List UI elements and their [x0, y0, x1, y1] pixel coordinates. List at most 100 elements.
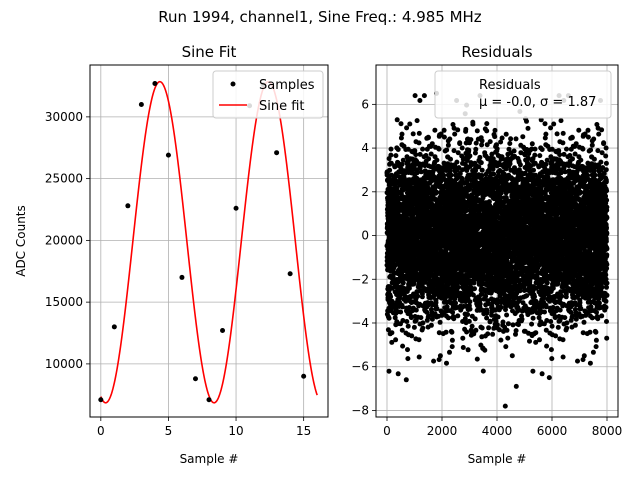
residual-point: [437, 353, 443, 359]
residual-point: [445, 315, 451, 321]
residual-point: [505, 321, 511, 327]
residual-point: [430, 169, 436, 175]
residual-point: [389, 172, 395, 178]
residual-point: [418, 315, 424, 321]
residual-point: [517, 162, 523, 168]
residual-point: [448, 156, 453, 162]
residual-point: [465, 347, 471, 353]
residual-point: [432, 127, 438, 133]
residual-point: [464, 329, 470, 335]
residual-point: [414, 118, 420, 124]
residual-point: [421, 93, 427, 99]
residual-point: [505, 335, 511, 341]
residual-point: [444, 147, 450, 153]
residual-point: [399, 131, 405, 137]
residual-point: [513, 136, 519, 142]
residual-point: [395, 147, 401, 152]
sample-point: [98, 397, 104, 403]
residual-point: [448, 172, 454, 178]
residual-point: [441, 127, 447, 133]
sine-fit-ytick-label: 25000: [45, 172, 83, 186]
residual-point: [484, 121, 490, 127]
residual-point: [504, 327, 510, 333]
residual-point: [455, 313, 461, 319]
residual-point: [447, 136, 453, 142]
residual-point: [387, 167, 393, 173]
sample-point: [287, 271, 293, 277]
residual-point: [511, 148, 517, 154]
residual-point: [474, 356, 480, 362]
sample-point: [206, 397, 212, 403]
figure-suptitle: Run 1994, channel1, Sine Freq.: 4.985 MH…: [158, 8, 482, 26]
residual-point: [436, 146, 442, 152]
residual-point: [410, 131, 416, 137]
residual-point: [494, 322, 500, 328]
residual-point: [399, 162, 405, 167]
legend-samples-marker: [230, 81, 236, 87]
residual-point: [500, 319, 506, 325]
residual-point: [455, 284, 461, 290]
residual-point: [416, 337, 422, 343]
residual-point: [417, 151, 423, 157]
residual-point: [455, 127, 461, 133]
residual-point: [452, 131, 458, 137]
residual-point: [459, 145, 465, 151]
residual-point: [389, 330, 395, 336]
sine-fit-legend: Samples Sine fit: [212, 70, 324, 119]
residual-point: [450, 309, 456, 315]
sample-point: [111, 324, 117, 330]
residual-point: [434, 157, 440, 163]
residual-point: [479, 173, 485, 178]
residual-point: [449, 344, 455, 350]
sine-fit-ylabel: ADC Counts: [14, 205, 28, 277]
residual-point: [413, 152, 419, 158]
residual-point: [479, 325, 485, 331]
residual-point: [409, 333, 415, 339]
residual-point: [472, 286, 477, 292]
residual-point: [507, 141, 513, 146]
residual-point: [392, 164, 398, 170]
residual-point: [388, 146, 394, 152]
sine-fit-ytick-label: 30000: [45, 110, 83, 124]
residual-point: [420, 325, 426, 331]
residual-point: [519, 316, 525, 322]
residual-point: [492, 134, 498, 140]
residual-point: [425, 135, 431, 141]
sample-point: [179, 274, 185, 280]
sine-fit-ytick-label: 10000: [45, 357, 83, 371]
residual-point: [454, 159, 460, 165]
residual-point: [509, 353, 515, 359]
residual-point: [389, 339, 395, 345]
residual-point: [419, 291, 425, 297]
residual-point: [467, 306, 473, 312]
sine-fit-line: [100, 80, 318, 404]
residual-point: [414, 170, 420, 176]
residual-point: [412, 93, 418, 99]
residual-point: [504, 312, 510, 318]
residual-point: [415, 293, 421, 299]
residual-point: [386, 368, 392, 374]
residual-point: [400, 343, 406, 349]
residual-point: [413, 307, 419, 313]
sine-fit-axes-frame: [89, 64, 329, 418]
residual-point: [428, 151, 434, 157]
legend-samples-label: Samples: [259, 78, 315, 93]
residual-point: [420, 146, 426, 152]
residual-point: [445, 142, 451, 148]
residual-point: [503, 131, 509, 137]
residual-point: [443, 329, 449, 335]
residual-point: [416, 130, 422, 136]
residual-point: [466, 318, 472, 324]
residual-point: [429, 141, 435, 147]
residual-point: [457, 140, 463, 146]
residual-point: [510, 322, 516, 328]
sample-point: [152, 81, 158, 87]
residual-point: [408, 294, 414, 300]
residual-point: [388, 160, 394, 166]
residual-point: [385, 327, 391, 333]
residual-point: [499, 135, 505, 141]
residual-point: [393, 153, 399, 159]
residual-point: [463, 126, 469, 132]
sample-point: [192, 376, 198, 382]
